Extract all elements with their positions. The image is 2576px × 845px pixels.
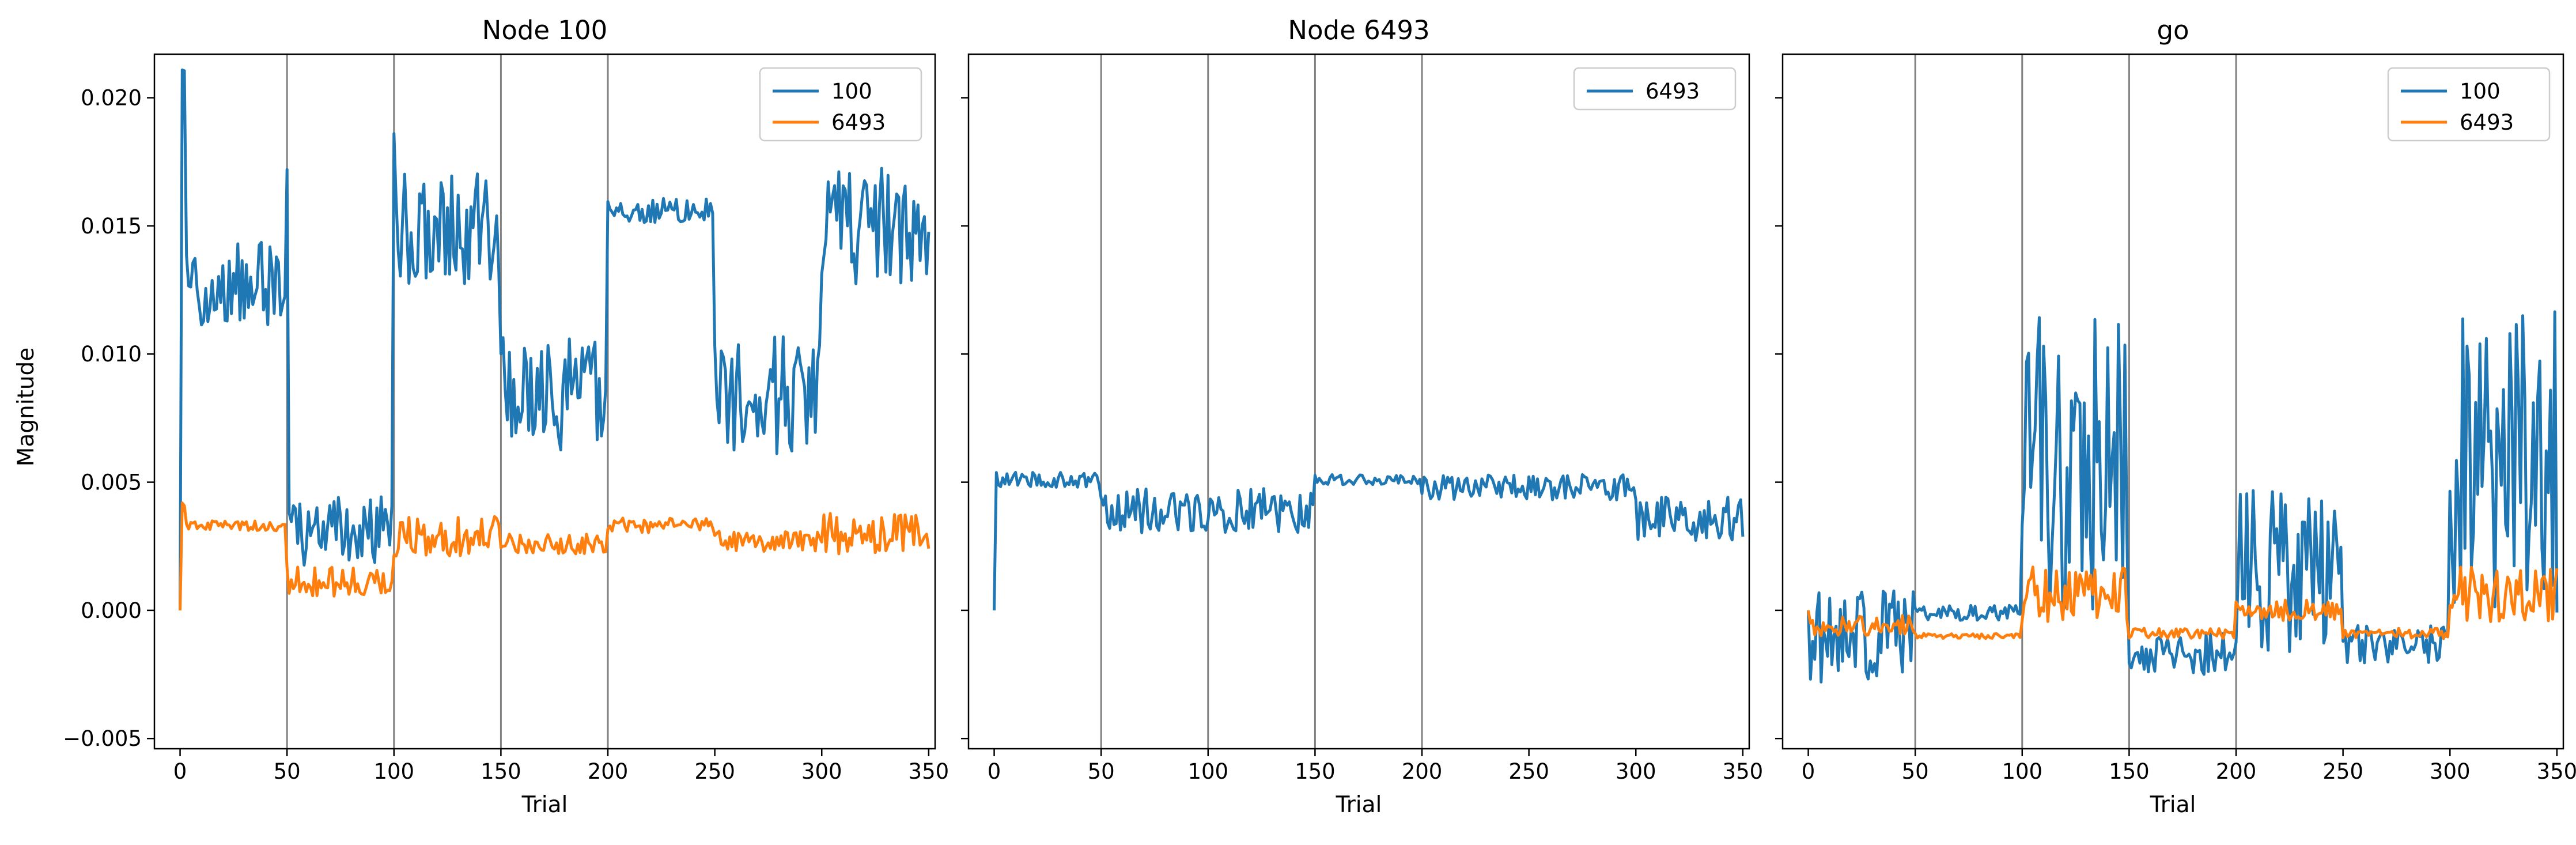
x-tick-label: 250	[2322, 759, 2363, 784]
legend-box	[1573, 67, 1737, 111]
x-tick-label: 250	[694, 759, 735, 784]
plot-frame	[1781, 53, 2564, 750]
series-line-6493	[179, 501, 930, 610]
series-line-100	[179, 68, 930, 610]
legend: 100 6493	[759, 67, 922, 142]
chart-title: Node 100	[482, 15, 608, 46]
x-axis-label: Trial	[2150, 792, 2196, 818]
x-tick-label: 250	[1508, 759, 1549, 784]
y-tick-label: 0.000	[81, 598, 142, 623]
x-tick-label: 350	[2537, 759, 2576, 784]
x-tick-label: 50	[1088, 759, 1115, 784]
chart-panel-3: 0 50 100 150 200 250 300 350 go Trial 100 6493	[1775, 15, 2576, 818]
y-tick-label: 0.005	[81, 470, 142, 495]
x-tick-label: 100	[1187, 759, 1228, 784]
legend: 100 6493	[2387, 67, 2551, 142]
x-tick-label: 0	[988, 759, 1001, 784]
legend-entry: 100	[2460, 79, 2501, 104]
y-tick-label: 0.020	[81, 86, 142, 111]
x-tick-label: 150	[1295, 759, 1336, 784]
x-axis-label: Trial	[521, 792, 568, 818]
chart-title: Node 6493	[1288, 15, 1429, 46]
x-tick-label: 50	[274, 759, 301, 784]
series-line-6493	[993, 471, 1745, 610]
x-tick-label: 200	[588, 759, 629, 784]
x-tick-label: 150	[2109, 759, 2150, 784]
series-line-6493	[1807, 565, 2559, 640]
x-tick-label: 100	[373, 759, 414, 784]
x-tick-label: 300	[801, 759, 842, 784]
chart-panel-2: 0 50 100 150 200 250 300 350 Node 6493 Trial 6493	[961, 15, 1763, 818]
x-axis-label: Trial	[1336, 792, 1382, 818]
legend-entry: 6493	[2460, 110, 2514, 135]
x-tick-label: 150	[481, 759, 521, 784]
chart-panel-1: 0 50 100 150 200 250 300 350 −0.005 0.000 0.005 0.0…	[63, 15, 949, 818]
legend: 6493	[1573, 67, 1737, 111]
x-tick-label: 0	[173, 759, 187, 784]
legend-entry: 6493	[1646, 79, 1700, 104]
x-tick-label: 50	[1902, 759, 1929, 784]
y-tick-label: 0.015	[81, 214, 142, 239]
x-tick-label: 350	[909, 759, 950, 784]
x-tick-label: 100	[2002, 759, 2042, 784]
x-tick-label: 350	[1723, 759, 1764, 784]
plot-frame	[153, 53, 936, 750]
plot-frame	[967, 53, 1750, 750]
x-tick-label: 300	[1616, 759, 1656, 784]
chart-title: go	[2157, 15, 2189, 46]
y-tick-label: −0.005	[63, 726, 142, 751]
legend-entry: 100	[831, 79, 872, 104]
x-tick-label: 200	[2216, 759, 2257, 784]
figure-ylabel: Magnitude	[13, 348, 39, 467]
legend-entry: 6493	[831, 110, 886, 135]
x-tick-label: 0	[1802, 759, 1815, 784]
x-tick-label: 200	[1402, 759, 1443, 784]
series-line-100	[1807, 310, 2559, 684]
y-tick-label: 0.010	[81, 342, 142, 367]
x-tick-label: 300	[2430, 759, 2471, 784]
